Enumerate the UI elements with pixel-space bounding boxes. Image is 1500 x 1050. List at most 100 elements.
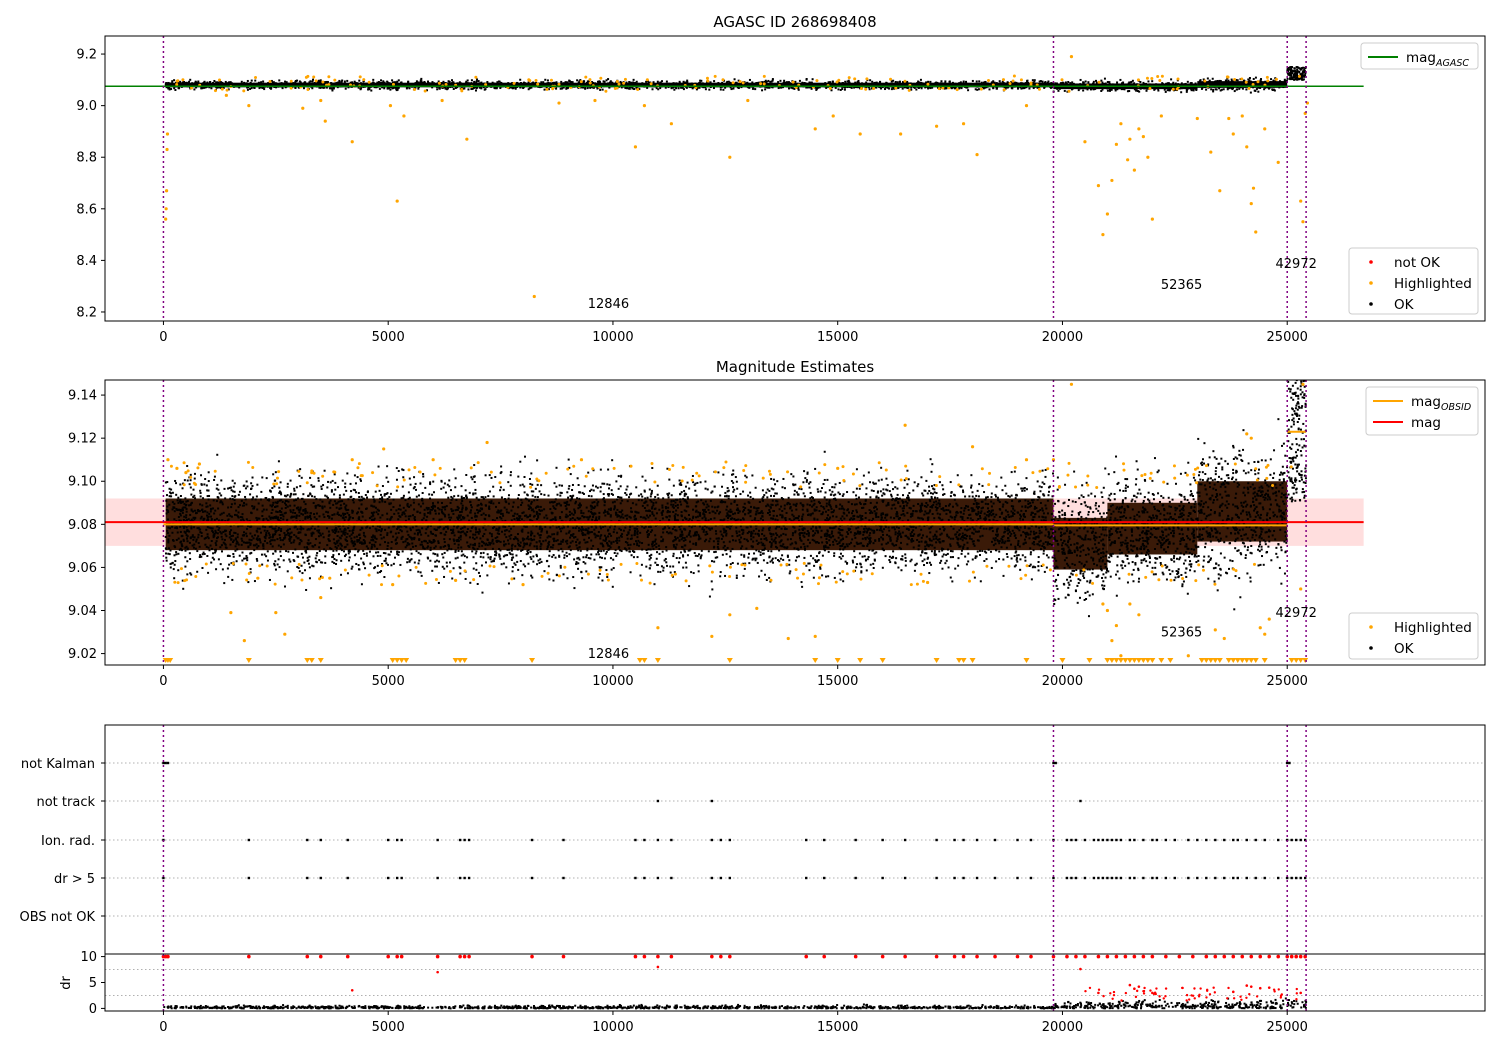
ok-point — [547, 88, 550, 91]
ok-point — [1260, 80, 1263, 83]
ok-point — [931, 524, 934, 527]
ok-point — [776, 84, 779, 87]
ok-point — [368, 87, 371, 90]
ok-point — [1269, 81, 1272, 84]
ok-point — [684, 81, 687, 84]
ok-point — [618, 527, 621, 530]
ok-point — [902, 512, 905, 515]
ok-point — [1001, 80, 1004, 83]
ok-point — [183, 502, 186, 505]
ok-point — [1116, 81, 1119, 84]
ok-point — [791, 87, 794, 90]
ok-point — [719, 88, 722, 91]
ok-point — [713, 517, 716, 520]
highlighted-point — [947, 86, 951, 90]
highlighted-point — [1158, 78, 1162, 82]
ok-point — [897, 497, 900, 500]
ok-point — [799, 537, 802, 540]
ok-point — [806, 84, 809, 87]
ok-point — [406, 86, 409, 89]
ok-point — [965, 82, 968, 85]
ok-point — [304, 512, 307, 515]
ok-point — [330, 87, 333, 90]
ok-point — [670, 83, 673, 86]
ok-point — [926, 504, 929, 507]
ok-point — [257, 81, 260, 84]
ok-point — [404, 546, 407, 549]
ok-point — [285, 81, 288, 84]
ok-point — [1023, 526, 1026, 529]
ok-point — [909, 532, 912, 535]
ok-point — [246, 485, 249, 488]
ok-point — [1040, 83, 1043, 86]
ok-point — [852, 491, 855, 494]
ok-point — [820, 487, 823, 490]
ok-point — [543, 570, 546, 573]
ok-point — [842, 542, 845, 545]
ok-point — [875, 81, 878, 84]
highlighted-point — [1137, 127, 1141, 131]
ok-point — [1033, 79, 1036, 82]
ok-point — [1172, 81, 1175, 84]
ok-point — [965, 504, 968, 507]
ok-point — [791, 513, 794, 516]
ok-point — [1108, 83, 1111, 86]
legend-label: Highlighted — [1394, 276, 1472, 292]
ok-point — [924, 86, 927, 89]
ok-point — [1133, 83, 1136, 86]
ok-point — [530, 530, 533, 533]
ok-point — [527, 507, 530, 510]
highlighted-point — [986, 78, 990, 82]
ok-point — [1022, 487, 1025, 490]
ok-point — [360, 557, 363, 560]
ok-point — [1293, 72, 1296, 75]
ok-point — [848, 81, 851, 84]
ok-point — [953, 518, 956, 521]
ok-point — [644, 517, 647, 520]
ok-point — [595, 485, 598, 488]
ok-point — [457, 494, 460, 497]
ok-point — [478, 86, 481, 89]
highlighted-point — [1101, 232, 1105, 237]
ok-point — [847, 527, 850, 530]
ok-point — [1118, 87, 1121, 90]
ok-point — [599, 88, 602, 91]
ok-point — [729, 86, 732, 89]
ok-point — [672, 552, 675, 555]
ok-point — [202, 84, 205, 87]
ok-point — [714, 550, 717, 553]
ok-point — [1059, 86, 1062, 89]
ok-point — [673, 571, 676, 574]
ok-point — [535, 505, 538, 508]
ok-point — [330, 490, 333, 493]
highlighted-point — [1012, 74, 1016, 78]
ok-point — [1091, 86, 1094, 89]
ok-point — [988, 527, 991, 530]
ok-point — [390, 550, 393, 553]
ok-point — [291, 511, 294, 514]
ok-point — [1299, 77, 1302, 80]
ok-point — [1299, 73, 1302, 76]
ok-point — [563, 83, 566, 86]
highlighted-point — [218, 78, 222, 82]
obsid-label: 52365 — [1161, 278, 1202, 293]
ok-point — [437, 80, 440, 83]
ok-point — [735, 526, 738, 529]
ok-point — [500, 84, 503, 87]
ok-point — [796, 86, 799, 89]
ok-point — [478, 82, 481, 85]
ok-point — [500, 563, 503, 566]
ok-point — [476, 547, 479, 550]
ok-point — [1236, 88, 1239, 91]
ok-point — [943, 87, 946, 90]
ok-point — [1299, 67, 1302, 70]
ok-point — [1168, 84, 1171, 87]
ok-point — [384, 557, 387, 560]
ok-point — [952, 556, 955, 559]
ok-point — [979, 83, 982, 86]
ok-point — [676, 514, 679, 517]
ok-point — [352, 83, 355, 86]
ok-point — [1302, 71, 1305, 74]
ok-point — [857, 79, 860, 82]
ok-point — [919, 82, 922, 85]
